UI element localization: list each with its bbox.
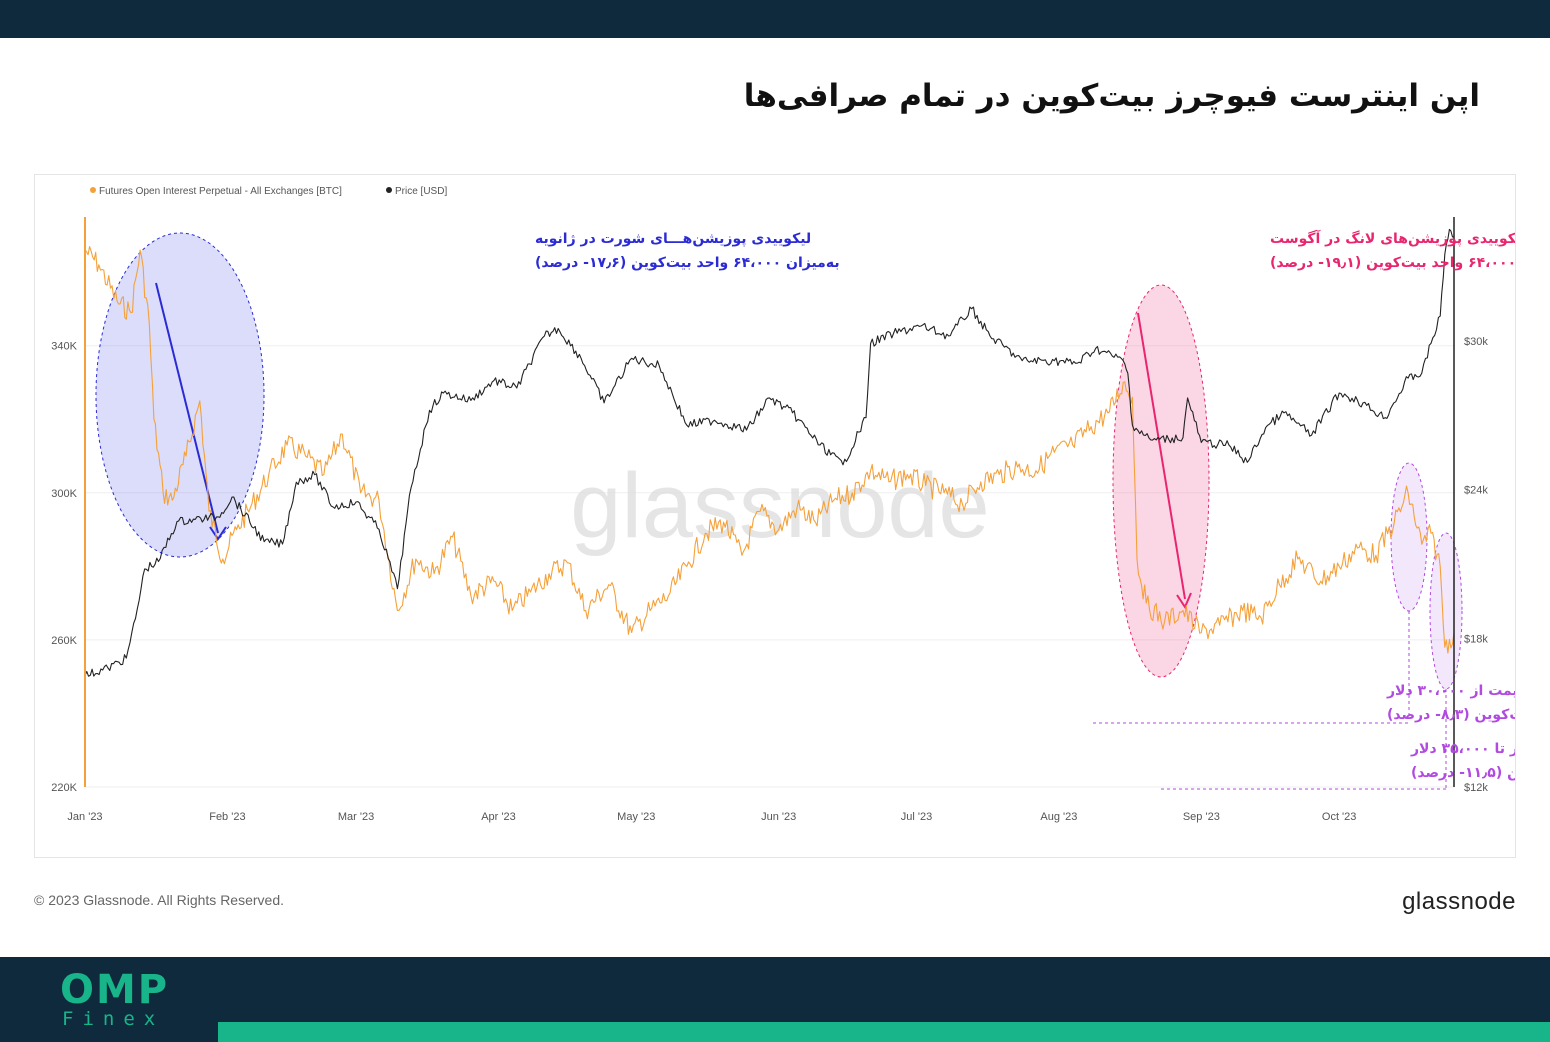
jan-short-liquidation-line-1: لیکوییدی پوزیشن‌هـــای شورت در ژانویه	[535, 231, 811, 247]
omp-logo: OMP	[60, 967, 170, 1013]
legend: Futures Open Interest Perpetual - All Ex…	[90, 186, 447, 197]
annotation-zones	[95, 232, 1463, 790]
annotations: لیکوییدی پوزیشن‌هـــای شورت در ژانویه به‌…	[535, 229, 1515, 781]
x-tick-label: Jun '23	[761, 811, 796, 823]
x-tick-label: Feb '23	[209, 811, 245, 823]
y-left-tick-label: 340K	[51, 341, 77, 353]
y-right-tick-label: $12k	[1464, 782, 1488, 794]
x-tick-label: May '23	[617, 811, 655, 823]
y-left-tick-label: 300K	[51, 488, 77, 500]
legend-dot	[386, 187, 392, 193]
x-tick-label: Jan '23	[67, 811, 102, 823]
watermark: glassnode	[570, 455, 989, 557]
x-tick-label: Oct '23	[1322, 811, 1357, 823]
y-left-tick-label: 260K	[51, 635, 77, 647]
legend-label: Futures Open Interest Perpetual - All Ex…	[99, 186, 342, 197]
oi-series-line	[84, 245, 1455, 654]
jan-liquidation-arrowhead	[209, 526, 227, 541]
y-right-tick-label: $30k	[1464, 336, 1488, 348]
price-series-line	[84, 228, 1455, 677]
aug-long-liquidation-line-2: به‌میزان ۶۴،۰۰۰ واحد بیت‌کوین (۱۹٫۱- درص…	[1270, 255, 1515, 271]
aug-liquidation-arrowhead	[1176, 592, 1192, 610]
y-left-tick-label: 220K	[51, 782, 77, 794]
legend-dot	[90, 187, 96, 193]
grid	[85, 345, 1454, 788]
oct-zone-1	[1390, 462, 1428, 612]
jan-short-liquidation-line-2: به‌میزان ۶۴،۰۰۰ واحد بیت‌کوین (۱۷٫۶- درص…	[535, 255, 840, 271]
oct-rally-30k-line-1: رالی ماه اکتبر، عبور قیمت از ۳۰،۰۰۰ دلار	[1386, 683, 1515, 699]
page-title: اپن اینترست فیوچرز بیت‌کوین در تمام صراف…	[743, 78, 1480, 114]
chart-frame: glassnode 220K 260K 300K 340K $12k $18k $24k $3…	[34, 174, 1516, 858]
axes: 220K 260K 300K 340K $12k $18k $24k $30k Jan '23 F…	[51, 217, 1488, 823]
oi-price-chart: glassnode 220K 260K 300K 340K $12k $18k $24k $3…	[51, 186, 1515, 823]
glassnode-brand: glassnode	[1402, 888, 1516, 915]
finex-logo: Finex	[62, 1008, 165, 1030]
oct-rally-35k-line-2: و لیکوییدی ۳۳،۰۰۰ واحد بیت‌کوین (۱۱٫۵- د…	[1411, 765, 1515, 781]
oct-rally-30k-line-2: و لیکوییدی ۲۵،۰۰۰ واحد بیت‌کوین (۸٫۳- در…	[1387, 707, 1515, 723]
copyright: © 2023 Glassnode. All Rights Reserved.	[34, 892, 285, 908]
accent-strip	[218, 1022, 1550, 1042]
x-tick-label: Mar '23	[338, 811, 374, 823]
y-right-tick-label: $18k	[1464, 633, 1488, 645]
aug-long-liquidation-line-1: لیکوییدی پوزیشن‌های لانگ در آگوست	[1270, 229, 1515, 247]
oct-rally-35k-line-1: رالی ماه اکتبر، بین ۳۰،۰۰۰ دلار تا ۳۵،۰۰…	[1410, 741, 1515, 757]
x-tick-label: Apr '23	[481, 811, 516, 823]
x-tick-label: Jul '23	[901, 811, 932, 823]
aug-liquidation-arrow	[1137, 312, 1186, 600]
top-bar	[0, 0, 1550, 38]
legend-label: Price [USD]	[395, 186, 447, 197]
series	[84, 228, 1455, 677]
jan-liquidation-zone	[95, 232, 265, 558]
aug-liquidation-zone	[1112, 284, 1210, 678]
x-tick-label: Sep '23	[1183, 811, 1220, 823]
x-tick-label: Aug '23	[1040, 811, 1077, 823]
y-right-tick-label: $24k	[1464, 485, 1488, 497]
